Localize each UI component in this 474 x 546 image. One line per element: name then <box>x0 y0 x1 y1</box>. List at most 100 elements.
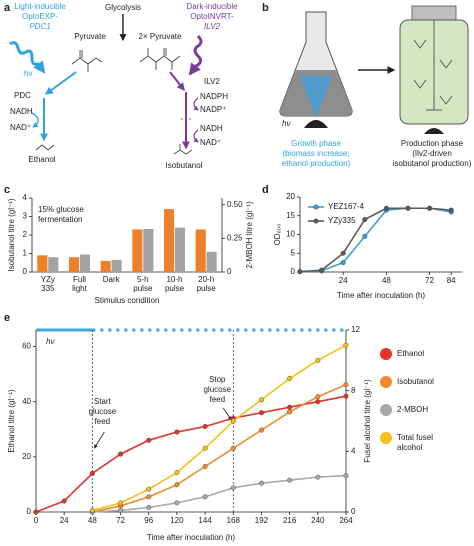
gene-label: PDC1 <box>29 22 50 31</box>
x-tick-label: 48 <box>382 276 391 285</box>
panel-label: d <box>262 184 269 196</box>
legend-label: alcohol <box>397 443 423 452</box>
annotation: feed <box>95 417 111 426</box>
bar <box>79 254 91 272</box>
point <box>89 507 95 513</box>
enzyme-label: ILV2 <box>204 77 220 86</box>
y2-tick-label: 0 <box>351 507 356 516</box>
x-tick-label: 72 <box>425 276 434 285</box>
metabolite-label: Pyruvate <box>74 32 106 41</box>
x-tick-label: 335 <box>41 284 55 293</box>
y2-axis-label: 2-MBOH titre (gl⁻¹) <box>245 201 254 269</box>
bar <box>143 228 154 272</box>
phase-title: Production phase <box>401 139 464 148</box>
promoter-label: Dark-inducible <box>186 2 238 11</box>
point <box>287 409 293 415</box>
panel-a: a Light-inducible OptoEXP- PDC1 Glycolys… <box>4 2 238 170</box>
legend-marker <box>313 204 319 210</box>
gene-label: ILV2 <box>204 22 221 31</box>
stirrer <box>426 20 442 111</box>
y2-tick-label: 8 <box>351 386 356 395</box>
series-line <box>92 344 347 512</box>
enzyme-label: PDC <box>14 91 31 100</box>
panel-label: a <box>4 2 11 14</box>
bar <box>174 227 186 272</box>
legend-label: Isobutanol <box>397 377 434 386</box>
dark-arrow <box>188 34 203 76</box>
molecule <box>71 50 103 72</box>
x-tick-label: YZy <box>41 275 55 284</box>
x-axis-label: Stimulus condition <box>95 296 160 305</box>
cofactor-label: NAD⁺ <box>200 138 221 147</box>
annotation-arrow <box>94 431 105 449</box>
y-tick-label: 5 <box>291 248 296 257</box>
x-tick-label: 24 <box>339 276 348 285</box>
pathway-label: Glycolysis <box>105 3 141 12</box>
x-tick-label: Dark <box>103 275 121 284</box>
light-label: hν <box>282 119 290 128</box>
light-arrow <box>9 41 46 74</box>
point <box>202 445 208 451</box>
cofactor-label: NADH <box>10 107 33 116</box>
point <box>230 418 236 424</box>
cofactor-label: NADP⁺ <box>200 105 226 114</box>
point <box>427 205 433 211</box>
promoter-label: OptoEXP- <box>22 12 58 21</box>
light-label: hν <box>46 337 54 346</box>
metabolite-label: 2× Pyruvate <box>139 32 182 41</box>
ellipsis <box>181 118 191 120</box>
point <box>202 494 208 500</box>
point <box>202 424 208 430</box>
y-tick-label: 15 <box>286 211 295 220</box>
light-label: hν <box>24 69 32 78</box>
y2-tick-label: 4 <box>351 446 356 455</box>
x-tick-label: 5-h <box>137 275 149 284</box>
x-tick-label: 24 <box>60 516 69 525</box>
bar <box>37 255 48 272</box>
point <box>118 507 124 513</box>
point <box>174 500 180 506</box>
y-axis-label: Isobutanol titre (gl⁻¹) <box>7 198 16 271</box>
x-tick-label: 144 <box>198 516 212 525</box>
legend-label: 2-MBOH <box>397 405 428 414</box>
legend-marker <box>313 218 319 224</box>
point <box>61 498 67 504</box>
y-tick-label: 2 <box>23 230 28 239</box>
point <box>174 429 180 435</box>
phase-note: isobutanol production) <box>393 159 472 168</box>
bar <box>195 229 206 272</box>
bar <box>111 259 122 272</box>
x-axis-label: Time after inoculation (h) <box>147 533 236 542</box>
annotation: glucose <box>203 385 231 394</box>
annotation: Start <box>94 397 112 406</box>
y-tick-label: 0 <box>23 267 28 276</box>
y-tick-label: 1 <box>23 249 28 258</box>
bar <box>48 257 59 272</box>
arrow <box>193 97 199 111</box>
point <box>287 477 293 483</box>
product-label: Isobutanol <box>166 161 203 170</box>
y-axis-label: Ethanol titre (gl⁻¹) <box>7 389 16 453</box>
molecule <box>413 39 453 105</box>
x-tick-label: Full <box>73 275 86 284</box>
x-tick-label: 84 <box>447 276 456 285</box>
panel-label: e <box>4 312 10 324</box>
annotation-arrow <box>222 407 232 421</box>
point <box>146 504 152 510</box>
lamp <box>304 120 328 128</box>
bar <box>206 251 217 272</box>
y2-tick-label: 0.50 <box>227 200 243 209</box>
point <box>89 470 95 476</box>
point <box>174 482 180 488</box>
point <box>315 357 321 363</box>
point <box>258 427 264 433</box>
x-tick-label: 96 <box>144 516 153 525</box>
point <box>362 233 368 239</box>
y-tick-label: 40 <box>22 397 31 406</box>
phase-note: ethanol production) <box>282 159 351 168</box>
y-tick-label: 3 <box>23 212 28 221</box>
x-tick-label: 0 <box>34 516 39 525</box>
point <box>146 486 152 492</box>
point <box>258 480 264 486</box>
